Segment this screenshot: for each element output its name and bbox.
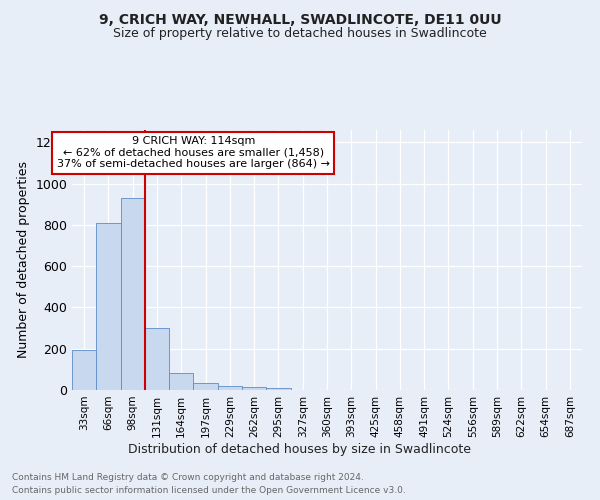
- Text: Contains public sector information licensed under the Open Government Licence v3: Contains public sector information licen…: [12, 486, 406, 495]
- Bar: [242, 387, 266, 390]
- Y-axis label: Number of detached properties: Number of detached properties: [17, 162, 30, 358]
- Text: Size of property relative to detached houses in Swadlincote: Size of property relative to detached ho…: [113, 28, 487, 40]
- Bar: [96, 223, 121, 390]
- Text: Contains HM Land Registry data © Crown copyright and database right 2024.: Contains HM Land Registry data © Crown c…: [12, 472, 364, 482]
- Bar: [193, 383, 218, 390]
- Text: 9, CRICH WAY, NEWHALL, SWADLINCOTE, DE11 0UU: 9, CRICH WAY, NEWHALL, SWADLINCOTE, DE11…: [98, 12, 502, 26]
- Bar: [72, 350, 96, 390]
- Bar: [169, 373, 193, 390]
- Bar: [121, 198, 145, 390]
- Text: Distribution of detached houses by size in Swadlincote: Distribution of detached houses by size …: [128, 442, 472, 456]
- Bar: [218, 386, 242, 390]
- Bar: [266, 388, 290, 390]
- Text: 9 CRICH WAY: 114sqm
← 62% of detached houses are smaller (1,458)
37% of semi-det: 9 CRICH WAY: 114sqm ← 62% of detached ho…: [57, 136, 330, 170]
- Bar: [145, 328, 169, 390]
